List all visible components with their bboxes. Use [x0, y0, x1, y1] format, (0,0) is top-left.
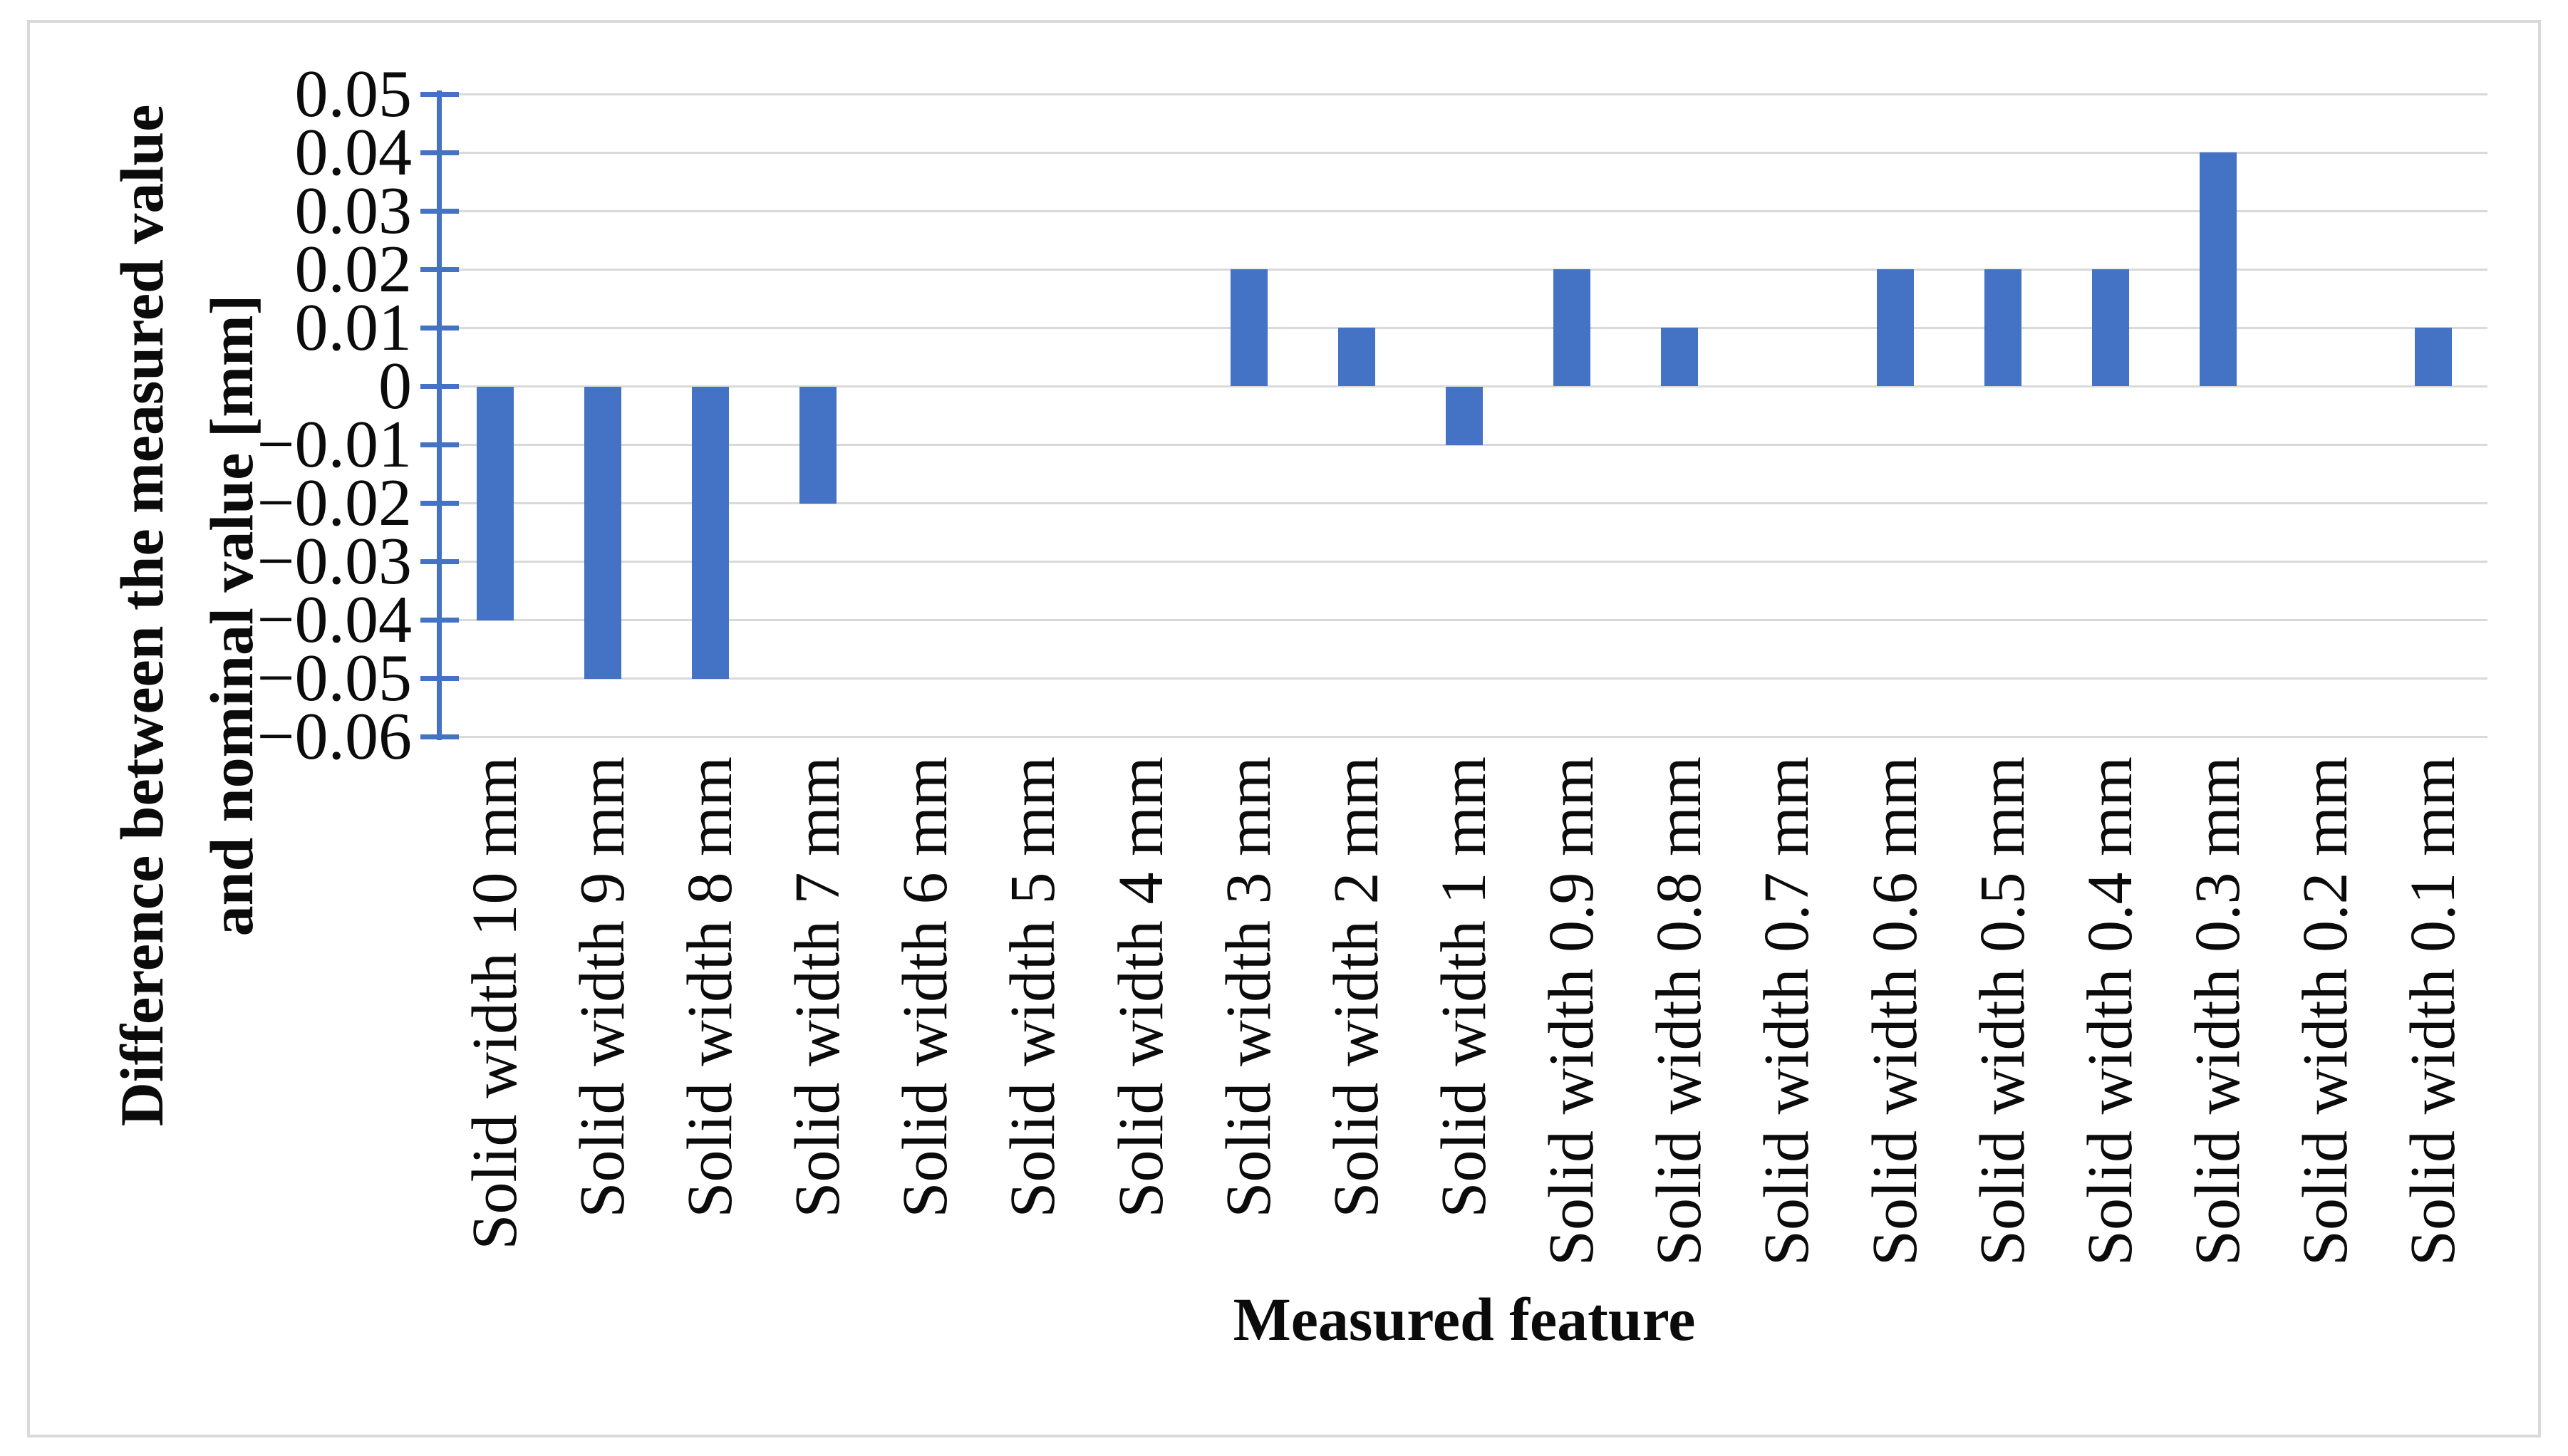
y-tick-label: 0 [378, 349, 412, 423]
gridline [441, 561, 2487, 563]
y-tick-label: 0.04 [294, 115, 413, 189]
gridline [441, 152, 2487, 154]
y-tick-label: −0.05 [257, 641, 412, 715]
bar [584, 387, 621, 679]
gridline [441, 269, 2487, 271]
gridline [441, 93, 2487, 95]
gridline [441, 210, 2487, 212]
gridline [441, 677, 2487, 680]
bar [799, 387, 837, 504]
y-axis-title: Difference between the measured value an… [97, 46, 276, 1185]
chart-frame: 0.05 0.04 0.03 0.02 0.01 0 −0.01 −0.02 −0.03 −0.0… [27, 20, 2541, 1437]
bar [1661, 328, 1699, 386]
gridline [441, 327, 2487, 329]
y-tick-label: −0.03 [257, 524, 412, 598]
bar [1553, 269, 1591, 386]
gridline [441, 385, 2487, 388]
y-axis-title-line-2: and nominal value [mm] [197, 294, 266, 937]
y-axis-title-line-1: Difference between the measured value [108, 104, 176, 1127]
y-tick-label: 0.02 [294, 232, 413, 306]
y-tick-label: −0.02 [257, 466, 412, 540]
gridline [441, 502, 2487, 504]
y-axis-line [437, 90, 442, 740]
bar [1337, 328, 1375, 386]
bar [691, 387, 729, 679]
x-axis-title: Measured feature [1233, 1285, 1696, 1353]
y-tick-label: 0.01 [294, 291, 413, 365]
bar [2091, 269, 2129, 386]
bar [1984, 269, 2021, 386]
y-tick-label: −0.01 [257, 407, 412, 482]
gridline [441, 619, 2487, 621]
bar [1876, 269, 1914, 386]
y-tick-label: −0.06 [257, 700, 412, 774]
y-tick-label: 0.05 [294, 57, 413, 131]
bar [1446, 387, 1483, 445]
y-tick-label: −0.04 [257, 583, 412, 657]
bar [476, 387, 514, 620]
gridline [441, 736, 2487, 738]
bar [2200, 152, 2237, 386]
bar [1230, 269, 1268, 386]
bar [2415, 328, 2453, 386]
y-tick-label: 0.03 [294, 174, 413, 248]
